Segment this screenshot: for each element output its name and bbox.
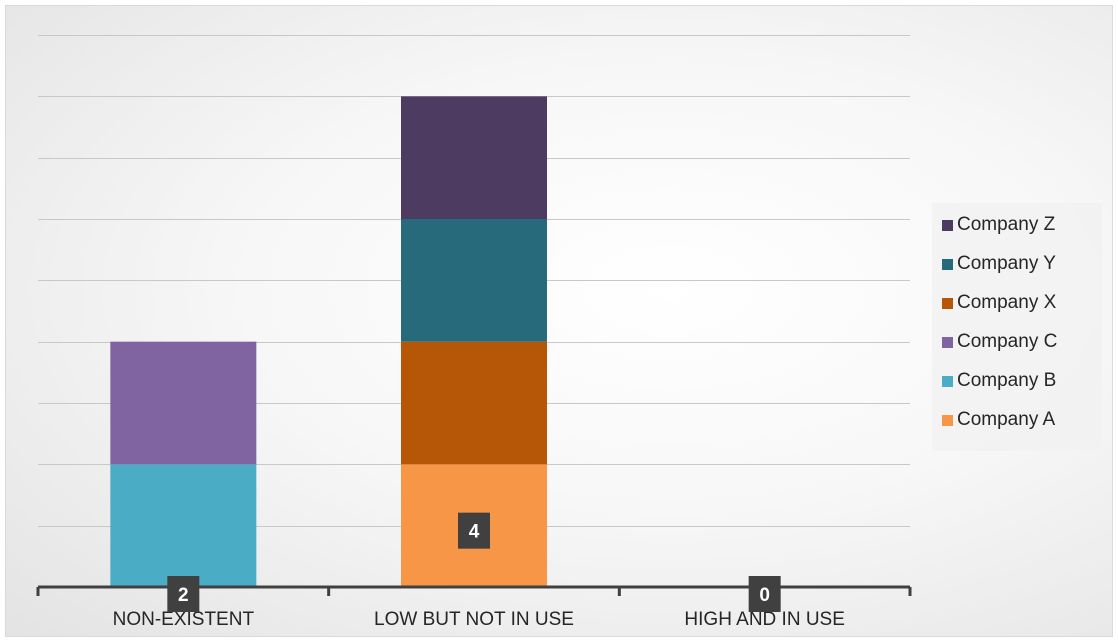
x-tick-label: LOW BUT NOT IN USE: [374, 609, 574, 630]
legend-item-company-z: Company Z: [942, 213, 1055, 237]
legend-item-company-a: Company A: [942, 408, 1055, 432]
legend-label: Company X: [957, 292, 1057, 313]
bar-segment-company-b: [110, 464, 257, 587]
data-label: 0: [759, 585, 770, 606]
legend-swatch: [942, 336, 953, 348]
bar-segment-company-z: [401, 96, 547, 219]
legend-swatch: [942, 219, 953, 231]
legend-item-company-y: Company Y: [942, 252, 1056, 276]
legend-item-company-c: Company C: [942, 330, 1057, 354]
legend-label: Company B: [957, 370, 1057, 391]
legend-label: Company C: [957, 331, 1058, 352]
x-tick-label: HIGH AND IN USE: [684, 609, 844, 630]
x-tick-label: NON-EXISTENT: [113, 609, 255, 630]
data-label-background: [748, 576, 781, 612]
legend-swatch: [942, 297, 953, 309]
legend-label: Company Z: [957, 214, 1056, 235]
bar-segment-company-y: [401, 219, 547, 342]
data-label: 2: [178, 585, 189, 606]
chart-legend: Company Z Company Y Company X Company C Comp…: [932, 203, 1102, 451]
bar-segment-company-x: [401, 341, 547, 465]
legend-swatch: [942, 414, 953, 426]
legend-swatch: [942, 258, 953, 270]
legend-swatch: [942, 375, 953, 387]
data-label-background: [458, 512, 490, 549]
legend-item-company-x: Company X: [942, 291, 1056, 315]
legend-label: Company Y: [957, 253, 1056, 274]
legend-item-company-b: Company B: [942, 369, 1056, 393]
data-label-background: [167, 576, 200, 612]
data-label: 4: [469, 522, 480, 543]
bar-segment-company-c: [110, 341, 257, 465]
legend-label: Company A: [957, 409, 1056, 430]
